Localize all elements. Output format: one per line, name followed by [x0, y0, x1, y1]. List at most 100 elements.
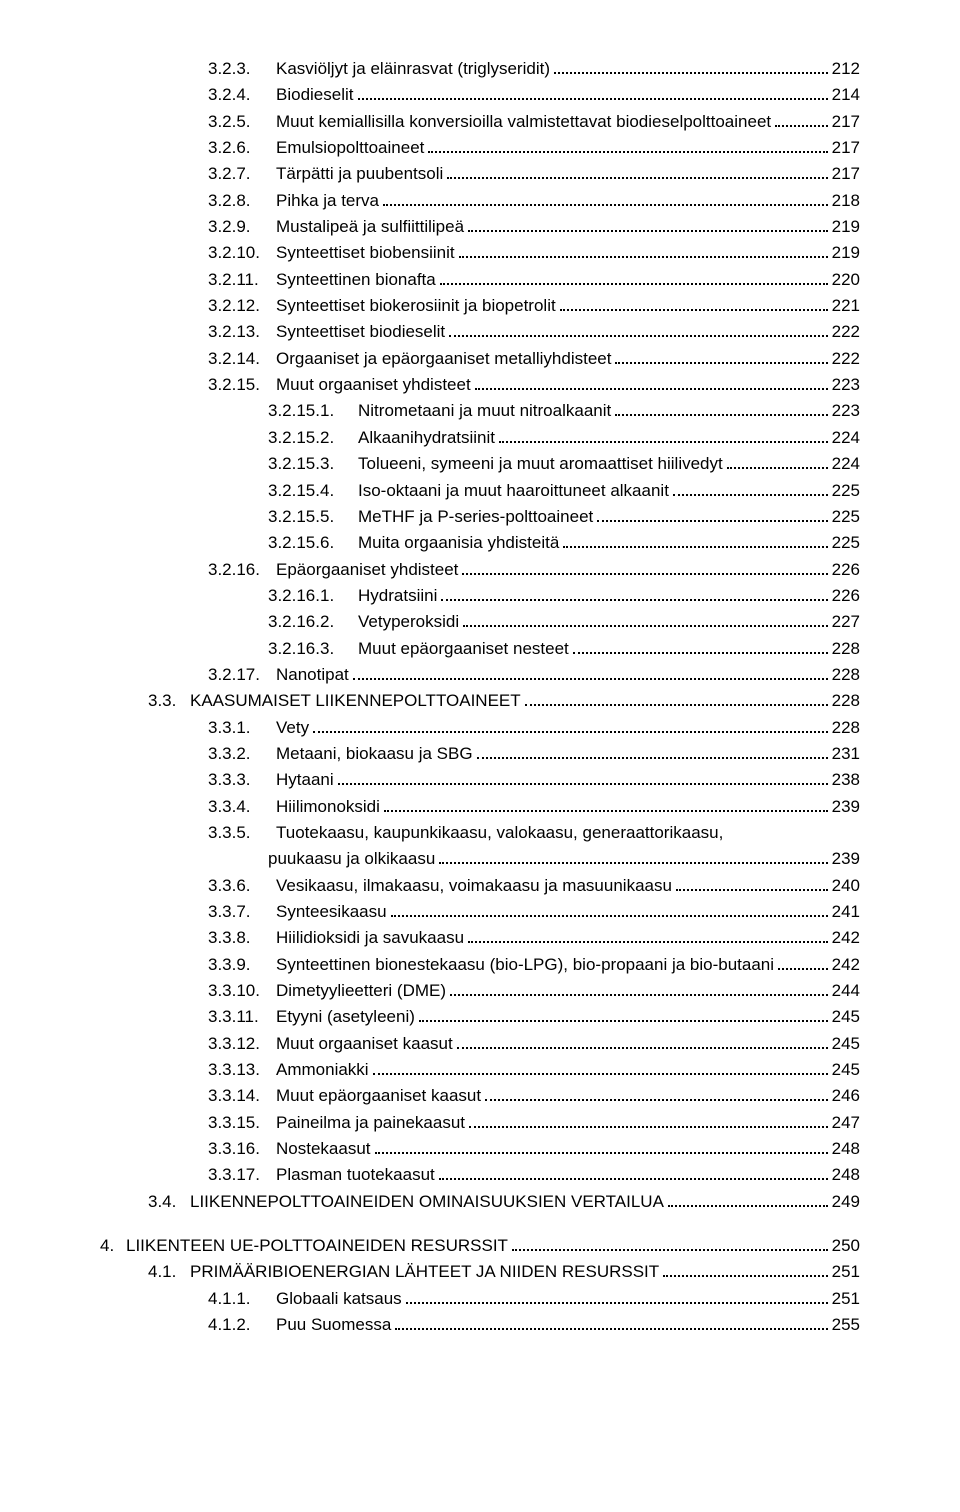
toc-entry: 3.2.10. Synteettiset biobensiinit219 — [100, 240, 860, 266]
toc-number: 3.3.7. — [208, 899, 276, 925]
toc-dot-leader — [457, 1031, 828, 1048]
toc-dot-leader — [469, 1110, 828, 1127]
toc-entry: 3.2.7. Tärpätti ja puubentsoli 217 — [100, 161, 860, 187]
toc-page-number: 217 — [832, 161, 860, 187]
toc-title: Hiilidioksidi ja savukaasu — [276, 925, 464, 951]
toc-dot-leader — [615, 399, 827, 416]
toc-number: 3.3.12. — [208, 1031, 276, 1057]
toc-number: 3.2.16.2. — [268, 609, 358, 635]
toc-number: 3.3.6. — [208, 873, 276, 899]
toc-page-number: 224 — [832, 451, 860, 477]
toc-title: LIIKENNEPOLTTOAINEIDEN OMINAISUUKSIEN VE… — [190, 1189, 664, 1215]
toc-dot-leader — [477, 742, 828, 759]
toc-title: Mustalipeä ja sulfiittilipeä — [276, 214, 464, 240]
toc-page-number: 214 — [832, 82, 860, 108]
toc-dot-leader — [560, 294, 828, 311]
toc-number: 4.1. — [148, 1259, 190, 1285]
toc-title: KAASUMAISET LIIKENNEPOLTTOAINEET — [190, 688, 521, 714]
toc-title: Alkaanihydratsiinit — [358, 425, 495, 451]
toc-dot-leader — [358, 83, 828, 100]
toc-number: 3.3.5. — [208, 820, 276, 846]
toc-page-number: 247 — [832, 1110, 860, 1136]
toc-title: Tuotekaasu, kaupunkikaasu, valokaasu, ge… — [276, 820, 723, 846]
toc-dot-leader — [439, 847, 827, 864]
toc-page-number: 212 — [832, 56, 860, 82]
toc-entry: 3.2.5. Muut kemiallisilla konversioilla … — [100, 109, 860, 135]
toc-dot-leader — [499, 426, 828, 443]
toc-page-number: 231 — [832, 741, 860, 767]
toc-number: 3.2.5. — [208, 109, 276, 135]
toc-entry: 3.3.12. Muut orgaaniset kaasut245 — [100, 1031, 860, 1057]
toc-dot-leader — [668, 1189, 828, 1206]
toc-number: 3.2.16.3. — [268, 636, 358, 662]
toc-page-number: 248 — [832, 1162, 860, 1188]
toc-entry: 3.2.9. Mustalipeä ja sulfiittilipeä219 — [100, 214, 860, 240]
toc-entry: 4. LIIKENTEEN UE-POLTTOAINEIDEN RESURSSI… — [100, 1233, 860, 1259]
toc-dot-leader — [419, 1005, 828, 1022]
toc-number: 3.3.8. — [208, 925, 276, 951]
toc-number: 3.3.1. — [208, 715, 276, 741]
toc-title: Ammoniakki — [276, 1057, 369, 1083]
toc-entry: 3.2.16.3. Muut epäorgaaniset nesteet228 — [100, 636, 860, 662]
toc-page: 3.2.3. Kasviöljyt ja eläinrasvat (trigly… — [0, 0, 960, 1512]
toc-number: 3.3.4. — [208, 794, 276, 820]
toc-page-number: 217 — [832, 135, 860, 161]
toc-dot-leader — [406, 1287, 828, 1304]
toc-page-number: 250 — [832, 1233, 860, 1259]
toc-title: Tärpätti ja puubentsoli — [276, 161, 443, 187]
toc-page-number: 220 — [832, 267, 860, 293]
toc-title: Synteettinen bionestekaasu (bio-LPG), bi… — [276, 952, 774, 978]
toc-spacer — [100, 1215, 860, 1233]
toc-dot-leader — [440, 267, 828, 284]
toc-entry: 3.2.14. Orgaaniset ja epäorgaaniset meta… — [100, 346, 860, 372]
toc-title: Hytaani — [276, 767, 334, 793]
toc-title: Pihka ja terva — [276, 188, 379, 214]
toc-page-number: 225 — [832, 530, 860, 556]
toc-number: 3.2.4. — [208, 82, 276, 108]
toc-entry: 3.3.1. Vety228 — [100, 715, 860, 741]
toc-dot-leader — [459, 241, 828, 258]
toc-number: 3.3.3. — [208, 767, 276, 793]
toc-title: Etyyni (asetyleeni) — [276, 1004, 415, 1030]
toc-number: 3.2.11. — [208, 267, 276, 293]
toc-entry: 3.2.17. Nanotipat228 — [100, 662, 860, 688]
toc-dot-leader — [383, 188, 828, 205]
toc-title: Biodieselit — [276, 82, 354, 108]
toc-dot-leader — [375, 1137, 828, 1154]
toc-title: Kasviöljyt ja eläinrasvat (triglyseridit… — [276, 56, 550, 82]
toc-number: 3.2.7. — [208, 161, 276, 187]
toc-number: 3.2.12. — [208, 293, 276, 319]
toc-title: Orgaaniset ja epäorgaaniset metalliyhdis… — [276, 346, 611, 372]
toc-number: 3.4. — [148, 1189, 190, 1215]
toc-dot-leader — [727, 452, 828, 469]
toc-entry: 3.2.6. Emulsiopolttoaineet217 — [100, 135, 860, 161]
toc-number: 3.2.15.5. — [268, 504, 358, 530]
toc-page-number: 218 — [832, 188, 860, 214]
toc-dot-leader — [676, 873, 828, 890]
toc-page-number: 242 — [832, 952, 860, 978]
toc-page-number: 223 — [832, 372, 860, 398]
toc-number: 3.2.15.6. — [268, 530, 358, 556]
toc-title: Globaali katsaus — [276, 1286, 402, 1312]
toc-dot-leader — [615, 346, 827, 363]
toc-title: LIIKENTEEN UE-POLTTOAINEIDEN RESURSSIT — [126, 1233, 508, 1259]
toc-title: Nitrometaani ja muut nitroalkaanit — [358, 398, 611, 424]
toc-title: Synteettiset biodieselit — [276, 319, 445, 345]
toc-entry: 3.2.15.3. Tolueeni, symeeni ja muut arom… — [100, 451, 860, 477]
toc-entry: 3.2.15. Muut orgaaniset yhdisteet223 — [100, 372, 860, 398]
toc-number: 3.2.16. — [208, 557, 276, 583]
toc-number: 3.3.15. — [208, 1110, 276, 1136]
toc-page-number: 228 — [832, 715, 860, 741]
toc-number: 3.3. — [148, 688, 190, 714]
toc-number: 3.3.14. — [208, 1083, 276, 1109]
toc-entry: 3.3.13. Ammoniakki245 — [100, 1057, 860, 1083]
toc-dot-leader — [395, 1313, 827, 1330]
toc-page-number: 226 — [832, 557, 860, 583]
toc-entry: 3.3.16. Nostekaasut248 — [100, 1136, 860, 1162]
toc-title: Vetyperoksidi — [358, 609, 459, 635]
toc-entry: 3.3.10. Dimetyylieetteri (DME)244 — [100, 978, 860, 1004]
toc-title: Synteettinen bionafta — [276, 267, 436, 293]
toc-page-number: 242 — [832, 925, 860, 951]
toc-number: 3.2.8. — [208, 188, 276, 214]
toc-title: Dimetyylieetteri (DME) — [276, 978, 446, 1004]
